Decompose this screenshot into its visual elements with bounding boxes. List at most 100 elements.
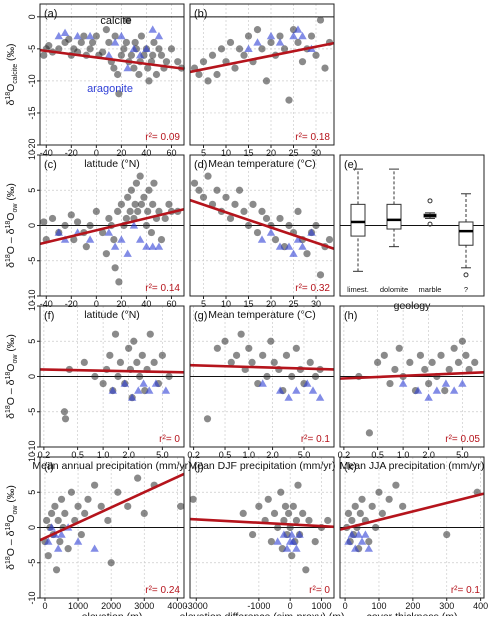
calcite-point	[263, 372, 271, 381]
calcite-point	[102, 26, 110, 34]
calcite-point	[280, 516, 288, 525]
calcite-point	[262, 77, 271, 85]
calcite-point	[324, 516, 332, 525]
calcite-point	[316, 271, 325, 279]
aragonite-point	[44, 537, 53, 545]
y-axis-label-part: 18	[5, 254, 12, 262]
calcite-point	[137, 32, 146, 40]
calcite-point	[348, 516, 356, 525]
calcite-point	[258, 45, 266, 53]
y-axis-label-part: ow	[12, 203, 19, 213]
calcite-point	[374, 358, 382, 366]
calcite-point	[289, 502, 297, 510]
x-tick-label: 0	[42, 601, 47, 611]
calcite-point	[235, 45, 244, 53]
aragonite-point	[117, 235, 126, 243]
calcite-point	[285, 509, 293, 517]
aragonite-point	[273, 537, 282, 545]
calcite-point	[124, 16, 132, 24]
aragonite-point	[129, 221, 139, 229]
calcite-point	[127, 51, 136, 59]
panel-label-g: (g)	[194, 310, 207, 322]
aragonite-point	[104, 51, 114, 59]
aragonite-point	[315, 393, 325, 401]
calcite-point	[375, 488, 383, 496]
aragonite-point	[123, 63, 132, 72]
calcite-point	[428, 358, 436, 366]
aragonite-point	[266, 31, 276, 40]
x-tick-label: 20	[266, 148, 276, 158]
y-tick-label: -15	[27, 106, 37, 119]
aragonite-point	[142, 44, 151, 53]
calcite-point	[70, 236, 78, 244]
x-tick-label: 25	[288, 148, 298, 158]
calcite-point	[312, 221, 320, 230]
aragonite-point	[134, 386, 143, 394]
plot-frame	[39, 3, 185, 146]
y-tick-label: 5	[27, 339, 37, 344]
x-tick-label: 20	[116, 148, 126, 158]
calcite-point	[311, 372, 320, 381]
x-tick-label: 200	[405, 601, 420, 611]
calcite-point	[54, 516, 62, 525]
calcite-point	[157, 236, 166, 244]
x-tick-label: 3000	[134, 601, 154, 611]
calcite-point	[134, 474, 142, 482]
aragonite-point	[361, 530, 370, 538]
calcite-point	[213, 186, 221, 194]
aragonite-point	[148, 25, 157, 33]
outlier	[427, 198, 433, 204]
aragonite-point	[120, 379, 129, 387]
y-axis-label-part: δ	[5, 413, 17, 419]
calcite-point	[274, 523, 282, 532]
aragonite-point	[123, 249, 132, 257]
x-axis-label: latitude (°N)	[84, 158, 140, 170]
calcite-point	[213, 70, 221, 79]
calcite-point	[282, 351, 291, 359]
calcite-point	[204, 77, 212, 85]
calcite-point	[267, 38, 275, 47]
x-tick-label: -20	[65, 148, 78, 158]
calcite-point	[248, 358, 256, 366]
calcite-point	[395, 344, 403, 352]
fit-line	[339, 370, 485, 380]
outlier	[427, 221, 433, 227]
calcite-point	[471, 358, 479, 366]
aragonite-point	[90, 544, 99, 552]
y-tick-label: 10	[27, 452, 37, 462]
calcite-point	[365, 429, 373, 437]
panel-label-b: (b)	[194, 8, 207, 20]
aragonite-point	[293, 25, 303, 33]
x-tick-label: 5.0	[456, 450, 469, 460]
calcite-point	[73, 218, 82, 226]
calcite-point	[110, 64, 118, 72]
y-tick-label: -10	[27, 74, 37, 87]
calcite-point	[155, 45, 163, 53]
panel-label-e: (e)	[344, 159, 357, 171]
aragonite-point	[276, 386, 285, 394]
calcite-point	[107, 559, 115, 567]
calcite-point	[226, 38, 235, 47]
aragonite-point	[289, 249, 298, 257]
aragonite-point	[148, 242, 157, 250]
y-tick-label: 10	[27, 150, 37, 160]
calcite-point	[298, 58, 307, 66]
calcite-point	[92, 207, 100, 215]
x-tick-label: -1000	[247, 601, 270, 611]
aragonite-point	[135, 235, 145, 243]
fit-line	[189, 363, 335, 371]
y-axis-label-part: 18	[5, 221, 12, 229]
calcite-point	[99, 228, 107, 237]
calcite-point	[134, 207, 142, 215]
calcite-point	[316, 16, 325, 24]
calcite-point	[45, 42, 53, 50]
plot-frame	[189, 3, 335, 146]
calcite-point	[133, 358, 141, 366]
x-tick-label: 2000	[101, 601, 121, 611]
calcite-point	[244, 221, 253, 230]
aragonite-point	[253, 38, 262, 46]
